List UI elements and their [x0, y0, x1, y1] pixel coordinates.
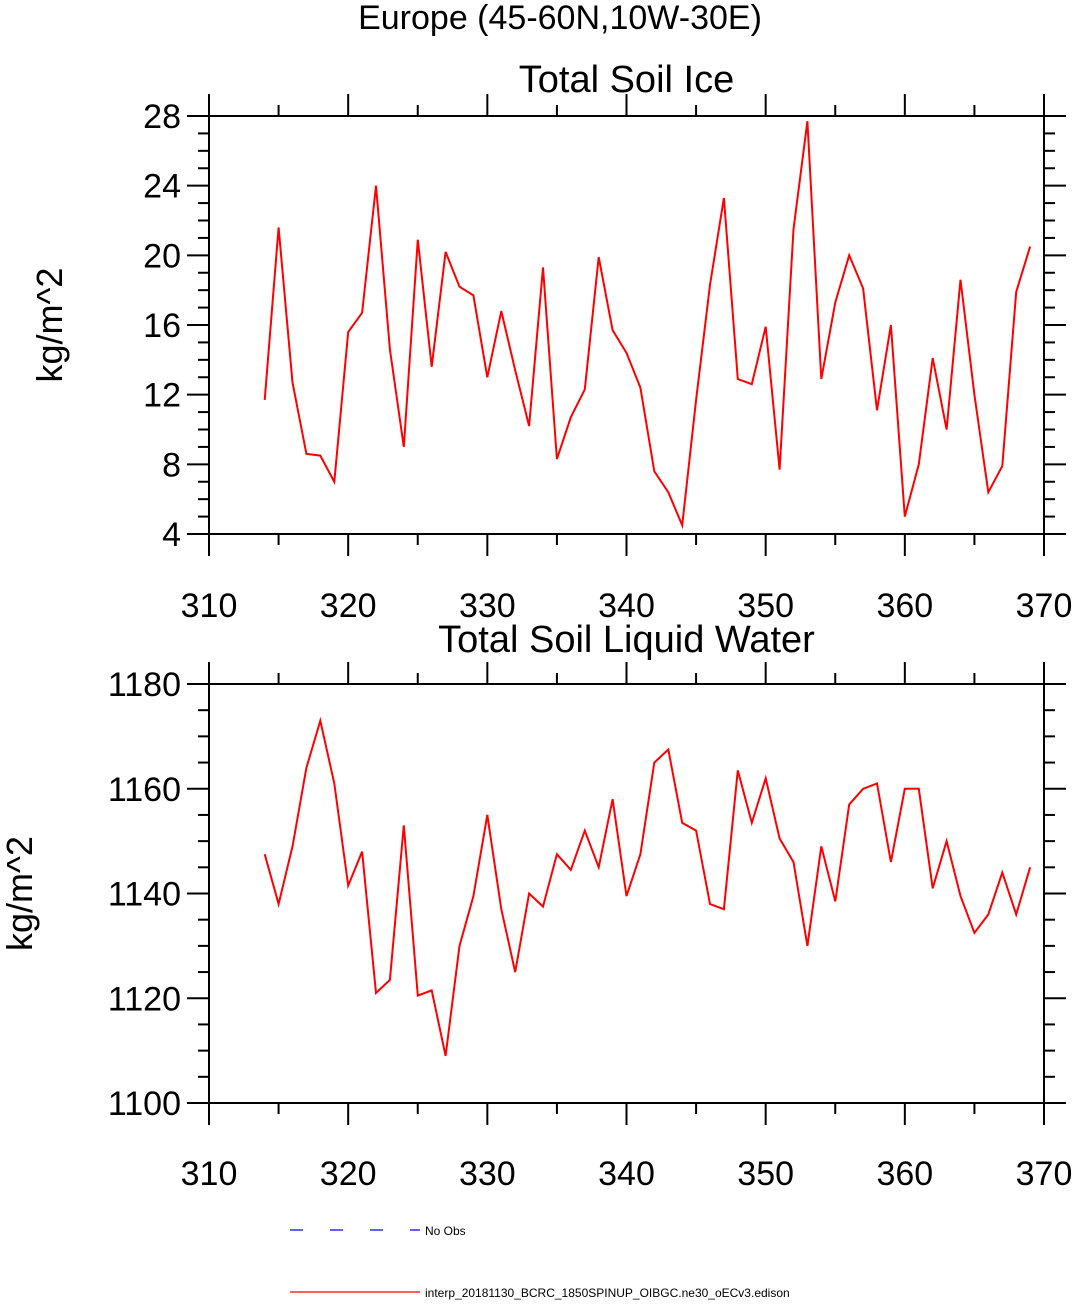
- x-tick-label: 360: [876, 1155, 933, 1193]
- y-tick-label: 24: [143, 168, 181, 206]
- y-tick-label: 16: [143, 307, 181, 345]
- y-tick-label: 4: [162, 516, 181, 554]
- x-tick-label: 320: [320, 587, 377, 625]
- legend-label-model: interp_20181130_BCRC_1850SPINUP_OIBGC.ne…: [425, 1286, 790, 1300]
- y-tick-label: 1140: [108, 876, 181, 914]
- panel-total-soil-liquid-water: Total Soil Liquid Water kg/m^2 310 320 330…: [0, 619, 1072, 1193]
- x-tick-label: 310: [181, 587, 238, 625]
- y-tick-label: 28: [143, 98, 181, 136]
- x-tick-label: 330: [459, 1155, 516, 1193]
- legend-label-no-obs: No Obs: [425, 1224, 466, 1238]
- x-tick-label: 360: [876, 587, 933, 625]
- x-tick-label: 370: [1016, 587, 1073, 625]
- series-line: [265, 721, 1030, 1056]
- y-tick-label: 1120: [108, 980, 181, 1018]
- x-tick-label: 350: [737, 1155, 794, 1193]
- main-title: Europe (45-60N,10W-30E): [358, 0, 762, 37]
- x-tick-label: 370: [1016, 1155, 1073, 1193]
- legend: No Obs interp_20181130_BCRC_1850SPINUP_O…: [290, 1224, 790, 1300]
- x-tick-label: 320: [320, 1155, 377, 1193]
- y-tick-label: 1100: [108, 1085, 181, 1123]
- x-tick-label: 340: [598, 1155, 655, 1193]
- y-axis-label: kg/m^2: [0, 836, 40, 951]
- legend-entry-model: interp_20181130_BCRC_1850SPINUP_OIBGC.ne…: [290, 1286, 790, 1300]
- y-axis-label: kg/m^2: [29, 268, 70, 383]
- y-tick-label: 1180: [108, 666, 181, 704]
- y-tick-label: 12: [143, 377, 181, 415]
- panel-title: Total Soil Liquid Water: [438, 619, 815, 661]
- x-tick-label: 310: [181, 1155, 238, 1193]
- plot-frame: [209, 116, 1044, 534]
- legend-entry-no-obs: No Obs: [290, 1224, 466, 1238]
- y-tick-label: 8: [162, 446, 181, 484]
- series-line: [265, 121, 1030, 525]
- y-tick-label: 1160: [108, 771, 181, 809]
- y-tick-label: 20: [143, 237, 181, 275]
